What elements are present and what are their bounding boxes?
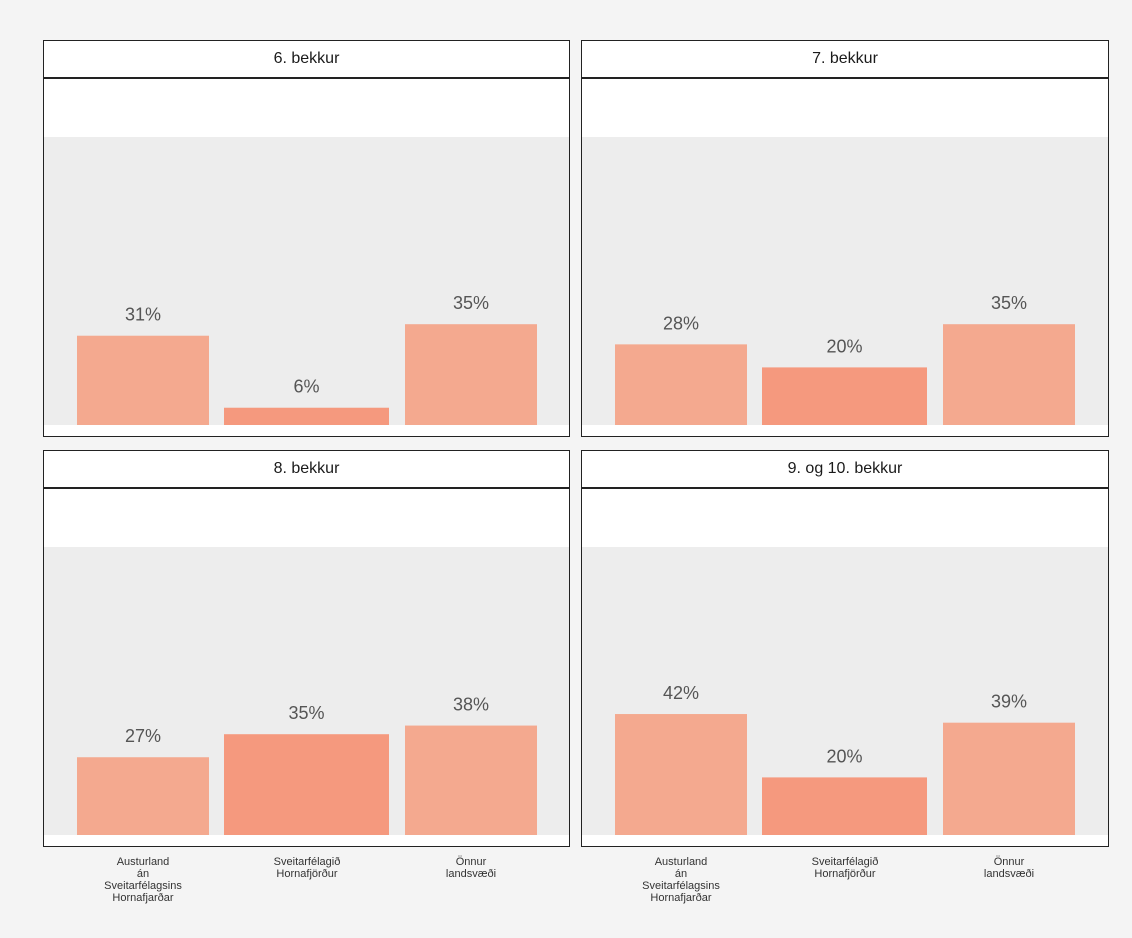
plot-area: 27% 35% 38% bbox=[44, 489, 569, 846]
plot-svg: 42% 20% 39% bbox=[582, 547, 1108, 835]
bar-value-label: 20% bbox=[826, 746, 862, 766]
plot-area: 42% 20% 39% bbox=[582, 489, 1108, 846]
x-tick-label: Sveitarfélagið Hornafjörður bbox=[811, 856, 879, 880]
facet-panel-6-bekkur: 6. bekkur 31% 6% 35% bbox=[43, 40, 570, 437]
facet-title-text: 6. bekkur bbox=[273, 50, 340, 67]
x-tick-label: Austurland án Sveitarfélagsins Hornafjar… bbox=[104, 856, 182, 904]
plot-svg: 28% 20% 35% bbox=[582, 137, 1108, 425]
bar-value-label: 27% bbox=[125, 726, 161, 746]
facet-panel-9-og-10-bekkur: 9. og 10. bekkur 42% 20% 39% bbox=[581, 450, 1109, 847]
bar-value-label: 35% bbox=[288, 703, 324, 723]
x-tick-label: Önnur landsvæði bbox=[983, 856, 1035, 880]
x-tick-label: Austurland án Sveitarfélagsins Hornafjar… bbox=[642, 856, 720, 904]
bar bbox=[405, 324, 537, 425]
bar bbox=[224, 734, 389, 835]
plot-area: 28% 20% 35% bbox=[582, 79, 1108, 436]
facet-panel-7-bekkur: 7. bekkur 28% 20% 35% bbox=[581, 40, 1109, 437]
plot-svg: 27% 35% 38% bbox=[44, 547, 569, 835]
bar bbox=[762, 777, 927, 835]
facet-title: 7. bekkur bbox=[582, 41, 1108, 79]
bar-value-label: 38% bbox=[453, 695, 489, 715]
bar bbox=[224, 407, 389, 425]
bar bbox=[615, 344, 747, 425]
bar bbox=[943, 324, 1075, 425]
bar-value-label: 39% bbox=[991, 692, 1027, 712]
bar-value-label: 20% bbox=[826, 336, 862, 356]
x-axis-labels-left: Austurland án Sveitarfélagsins Hornafjar… bbox=[43, 856, 570, 926]
facet-title-text: 7. bekkur bbox=[812, 50, 878, 67]
bar-value-label: 42% bbox=[663, 683, 699, 703]
x-tick-label: Önnur landsvæði bbox=[445, 856, 497, 880]
facet-title: 8. bekkur bbox=[44, 451, 569, 489]
bar-value-label: 35% bbox=[991, 293, 1027, 313]
plot-area: 31% 6% 35% bbox=[44, 79, 569, 436]
x-tick-label: Sveitarfélagið Hornafjörður bbox=[273, 856, 341, 880]
bar bbox=[762, 367, 927, 425]
bar bbox=[615, 714, 747, 835]
bar bbox=[77, 335, 209, 425]
bar-value-label: 31% bbox=[125, 305, 161, 325]
bar bbox=[943, 722, 1075, 835]
bar-value-label: 28% bbox=[663, 313, 699, 333]
facet-title-text: 8. bekkur bbox=[273, 460, 340, 477]
bar-value-label: 35% bbox=[453, 293, 489, 313]
facet-panel-8-bekkur: 8. bekkur 27% 35% 38% bbox=[43, 450, 570, 847]
facet-title: 9. og 10. bekkur bbox=[582, 451, 1108, 489]
bar bbox=[405, 725, 537, 835]
facet-title-text: 9. og 10. bekkur bbox=[787, 460, 903, 477]
bar bbox=[77, 757, 209, 835]
facet-title: 6. bekkur bbox=[44, 41, 569, 79]
plot-svg: 31% 6% 35% bbox=[44, 137, 569, 425]
bar-value-label: 6% bbox=[293, 377, 319, 397]
x-axis-labels-right: Austurland án Sveitarfélagsins Hornafjar… bbox=[581, 856, 1109, 926]
